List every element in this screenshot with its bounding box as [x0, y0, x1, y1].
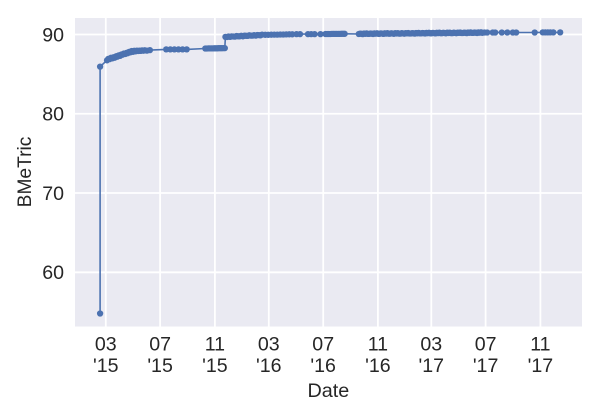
- svg-text:'16: '16: [310, 355, 336, 377]
- svg-text:'17: '17: [473, 355, 499, 377]
- svg-text:Date: Date: [308, 380, 350, 402]
- svg-text:07: 07: [475, 333, 497, 355]
- svg-text:70: 70: [42, 183, 64, 205]
- svg-text:'15: '15: [147, 355, 173, 377]
- svg-text:07: 07: [149, 333, 171, 355]
- svg-text:11: 11: [205, 333, 225, 355]
- svg-text:03: 03: [258, 333, 280, 355]
- svg-text:'16: '16: [365, 355, 391, 377]
- svg-text:'16: '16: [256, 355, 282, 377]
- svg-text:11: 11: [530, 333, 550, 355]
- svg-text:BMeTric: BMeTric: [15, 136, 36, 207]
- svg-text:90: 90: [42, 24, 64, 46]
- svg-text:'17: '17: [419, 355, 445, 377]
- svg-text:'15: '15: [202, 355, 228, 377]
- svg-text:'15: '15: [93, 355, 119, 377]
- svg-text:11: 11: [368, 333, 388, 355]
- svg-text:03: 03: [420, 333, 442, 355]
- svg-text:'17: '17: [528, 355, 554, 377]
- svg-text:60: 60: [42, 262, 64, 284]
- svg-text:80: 80: [42, 104, 64, 126]
- svg-text:07: 07: [312, 333, 334, 355]
- svg-text:03: 03: [95, 333, 117, 355]
